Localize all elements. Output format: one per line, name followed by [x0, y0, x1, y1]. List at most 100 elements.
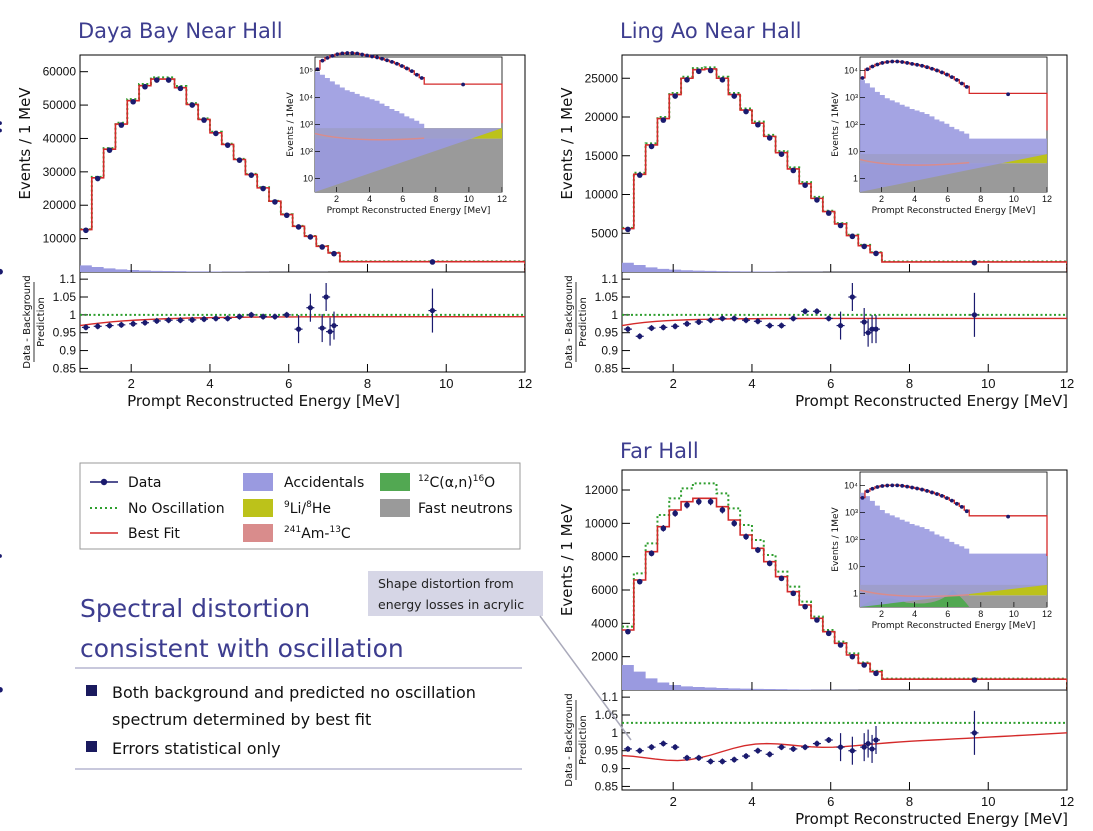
ratio-point [142, 320, 148, 326]
ratio-point [719, 758, 726, 765]
inset-y-tick-label: 1 [853, 174, 858, 184]
ratio-point [802, 308, 808, 314]
ratio-point [327, 329, 333, 335]
inset-data-point [949, 75, 954, 79]
inset-y-tick-label: 10² [845, 535, 858, 545]
inset-data-point [0, 554, 2, 558]
inset-data-point [335, 52, 340, 57]
inset-data-point [925, 65, 929, 70]
inset-y-tick-label: 10³ [300, 120, 313, 130]
data-point [236, 157, 243, 163]
inset-data-point [320, 58, 325, 63]
inset-x-tick-label: 2 [879, 194, 884, 204]
x-tick-label: 8 [364, 376, 371, 391]
ratio-y-tick-label: 0.95 [595, 744, 619, 758]
data-point [971, 677, 978, 683]
ratio-point [648, 325, 655, 331]
inset-am-c-curve [314, 132, 425, 141]
inset-data-point [905, 61, 910, 65]
inset-am-c-curve [859, 589, 970, 598]
ratio-y-label-bottom: Prediction [36, 297, 47, 347]
inset-y-tick-label: 10⁵ [299, 66, 313, 76]
x-tick-label: 10 [981, 794, 995, 809]
ratio-point [637, 333, 643, 339]
inset-x-tick-label: 8 [978, 194, 983, 204]
bullet-1-line2: spectrum determined by best fit [112, 710, 371, 729]
data-point [130, 98, 136, 105]
data-point [719, 77, 726, 83]
inset-data-point [365, 53, 370, 58]
ratio-point [684, 755, 690, 761]
ratio-point [778, 744, 785, 750]
data-point [648, 143, 655, 150]
inset-x-tick-label: 12 [497, 194, 507, 204]
ratio-point [826, 315, 832, 322]
ratio-point [873, 326, 879, 332]
inset-x-tick-label: 4 [367, 194, 372, 204]
data-point [778, 575, 785, 582]
ratio-point [672, 744, 678, 750]
data-point [331, 250, 337, 257]
inset-data-point [954, 78, 959, 82]
chart-far-hall: 2000 4000 6000 8000 10000 12000 Events / 1 MeV… [0, 469, 1074, 828]
inset-data-point [419, 76, 424, 80]
ratio-point [873, 737, 879, 743]
data-point [636, 172, 643, 178]
legend-accidentals-swatch [243, 473, 273, 491]
bullet-square-2 [86, 741, 97, 752]
data-point [684, 502, 690, 508]
data-point [201, 117, 207, 123]
ratio-point [743, 753, 749, 759]
data-point [837, 222, 844, 229]
ratio-point [154, 318, 160, 324]
ratio-y-tick-label: 1 [69, 308, 76, 322]
ratio-point [660, 324, 666, 330]
data-point [766, 560, 773, 567]
ratio-point [790, 746, 796, 752]
inset-data-point [360, 52, 365, 57]
data-point [731, 93, 738, 99]
data-point [802, 603, 808, 610]
y-tick-label: 2000 [591, 650, 618, 664]
inset-x-tick-label: 2 [879, 609, 884, 619]
ratio-point [971, 730, 978, 736]
inset-x-tick-label: 8 [978, 609, 983, 619]
data-point [0, 686, 3, 693]
x-axis-label: Prompt Reconstructed Energy [MeV] [795, 392, 1068, 410]
inset-data-point [910, 485, 915, 490]
data-point [719, 507, 726, 513]
inset-data-point [885, 483, 890, 488]
inset-plot: 2 4 6 8 10 12 1 10 10² 10³ 10⁴ Prompt Reconstructed… [0, 56, 1052, 216]
y-axis-label: Events / 1 MeV [558, 87, 576, 200]
inset-y-tick-label: 10 [848, 147, 858, 157]
inset-y-tick-label: 10⁴ [844, 481, 858, 491]
y-axis-label: Events / 1 MeV [16, 87, 34, 200]
data-point [971, 259, 978, 266]
inset-y-tick-label: 10² [845, 120, 858, 130]
x-tick-label: 6 [827, 376, 834, 391]
ratio-point [660, 740, 666, 747]
ratio-point [861, 319, 867, 325]
ratio-point [684, 321, 690, 327]
x-tick-label: 4 [748, 376, 755, 391]
ratio-point [106, 322, 113, 329]
data-point [672, 510, 678, 517]
inset-data-point [890, 59, 895, 64]
data-point [825, 210, 832, 216]
ratio-point [130, 321, 136, 327]
data-point [790, 167, 797, 174]
inset-data-point [885, 60, 890, 64]
inset-data-point [895, 59, 900, 64]
ratio-point [625, 746, 631, 752]
y-tick-label: 6000 [591, 583, 618, 597]
inset-data-point [399, 64, 404, 68]
inset-data-point [875, 485, 880, 489]
ratio-y-tick-label: 1.1 [59, 272, 76, 286]
inset-data-point [414, 72, 419, 77]
data-point [873, 670, 879, 677]
ratio-point [319, 325, 325, 331]
inset-data-point [944, 72, 949, 77]
bullet-square-1 [86, 685, 97, 696]
inset-data-point [940, 493, 944, 498]
y-tick-label: 25000 [585, 71, 619, 85]
